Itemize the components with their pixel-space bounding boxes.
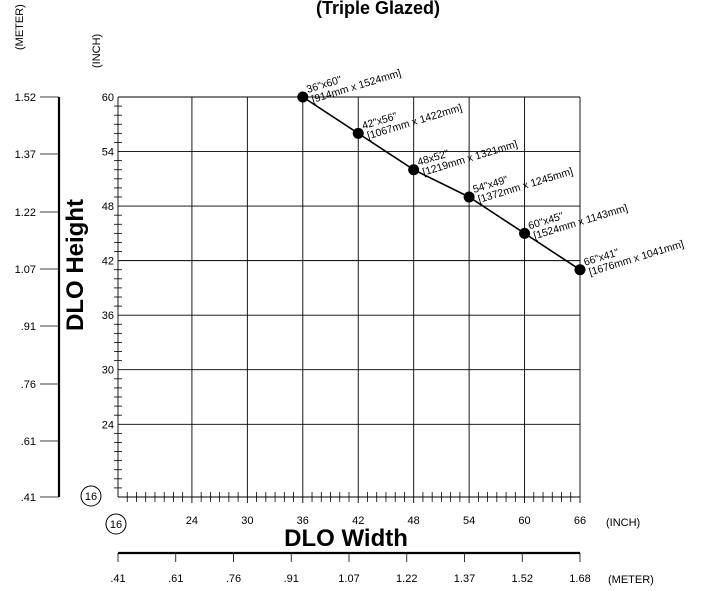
x-tick-label-meter: .61: [168, 573, 183, 585]
y-meter-unit-label: (METER): [14, 4, 26, 50]
y-tick-label-inch: 42: [102, 256, 114, 268]
y-inch-unit-label: (INCH): [91, 34, 103, 68]
y-tick-label-inch: 24: [102, 419, 114, 431]
data-point: [574, 264, 586, 276]
x-tick-label-meter: .76: [226, 573, 241, 585]
chart-title: (Triple Glazed): [316, 0, 440, 18]
series: 36"x60"[914mm x 1524mm]42"x56"[1067mm x …: [297, 67, 685, 279]
x-tick-label-inch: 30: [241, 515, 253, 527]
x-tick-label-inch: 48: [408, 515, 420, 527]
data-point-label: 36"x60"[914mm x 1524mm]: [305, 67, 402, 106]
x-tick-label-meter: 1.68: [569, 573, 590, 585]
origin-label-x: 16: [110, 519, 122, 531]
data-point-label: 66"x41"[1676mm x 1041mm]: [582, 238, 685, 278]
axis-labels: 24 30 36 42 48 54 60 66 60 54 48 42 36 30 24 16 16 1.52 1.…: [15, 92, 591, 585]
y-tick-label-meter: .61: [21, 436, 36, 448]
y-tick-label-inch: 54: [102, 147, 114, 159]
data-point: [408, 164, 420, 176]
x-meter-unit-label: (METER): [608, 574, 654, 586]
y-axis-title: DLO Height: [62, 199, 89, 331]
y-tick-label-meter: .41: [21, 492, 36, 504]
x-axis-title: DLO Width: [284, 525, 408, 552]
data-point-label: 48x52"[1219mm x 1321mm]: [416, 138, 519, 178]
y-tick-label-inch: 36: [102, 310, 114, 322]
data-point: [297, 91, 309, 103]
x-tick-label-meter: 1.22: [396, 573, 417, 585]
origin-circle-x: [105, 513, 127, 535]
series-line: [302, 96, 581, 271]
y-tick-label-inch: 30: [102, 365, 114, 377]
x-tick-label-inch: 42: [352, 515, 364, 527]
data-point: [519, 227, 531, 239]
y-tick-label-meter: 1.37: [15, 149, 36, 161]
x-tick-label-inch: 54: [463, 515, 475, 527]
x-tick-label-meter: 1.07: [338, 573, 359, 585]
y-tick-label-meter: .76: [21, 379, 36, 391]
origin-circle-y: [80, 485, 102, 507]
y-tick-label-meter: 1.22: [15, 207, 36, 219]
y-tick-label-meter: .91: [21, 321, 36, 333]
x-tick-label-meter: .91: [284, 573, 299, 585]
grid: [117, 96, 581, 503]
data-point-label: 42"x56"[1067mm x 1422mm]: [361, 102, 464, 142]
x-tick-label-meter: .41: [110, 573, 125, 585]
x-tick-label-inch: 24: [186, 515, 198, 527]
y-tick-label-meter: 1.52: [15, 92, 36, 104]
data-point: [463, 191, 475, 203]
origin-label-y: 16: [85, 491, 97, 503]
x-inch-unit-label: (INCH): [606, 517, 640, 529]
x-tick-label-meter: 1.37: [454, 573, 475, 585]
data-point: [352, 127, 364, 139]
y-tick-label-inch: 48: [102, 201, 114, 213]
x-tick-label-inch: 60: [518, 515, 530, 527]
y-tick-label-meter: 1.07: [15, 264, 36, 276]
data-point-label: 60"x45"[1524mm x 1143mm]: [527, 202, 629, 242]
x-tick-label-inch: 66: [574, 515, 586, 527]
minor-ticks: [114, 105, 572, 502]
x-tick-label-meter: 1.52: [512, 573, 533, 585]
x-tick-label-inch: 36: [297, 515, 309, 527]
y-tick-label-inch: 60: [102, 92, 114, 104]
data-point-label: 54"x49"[1372mm x 1245mm]: [471, 165, 574, 205]
